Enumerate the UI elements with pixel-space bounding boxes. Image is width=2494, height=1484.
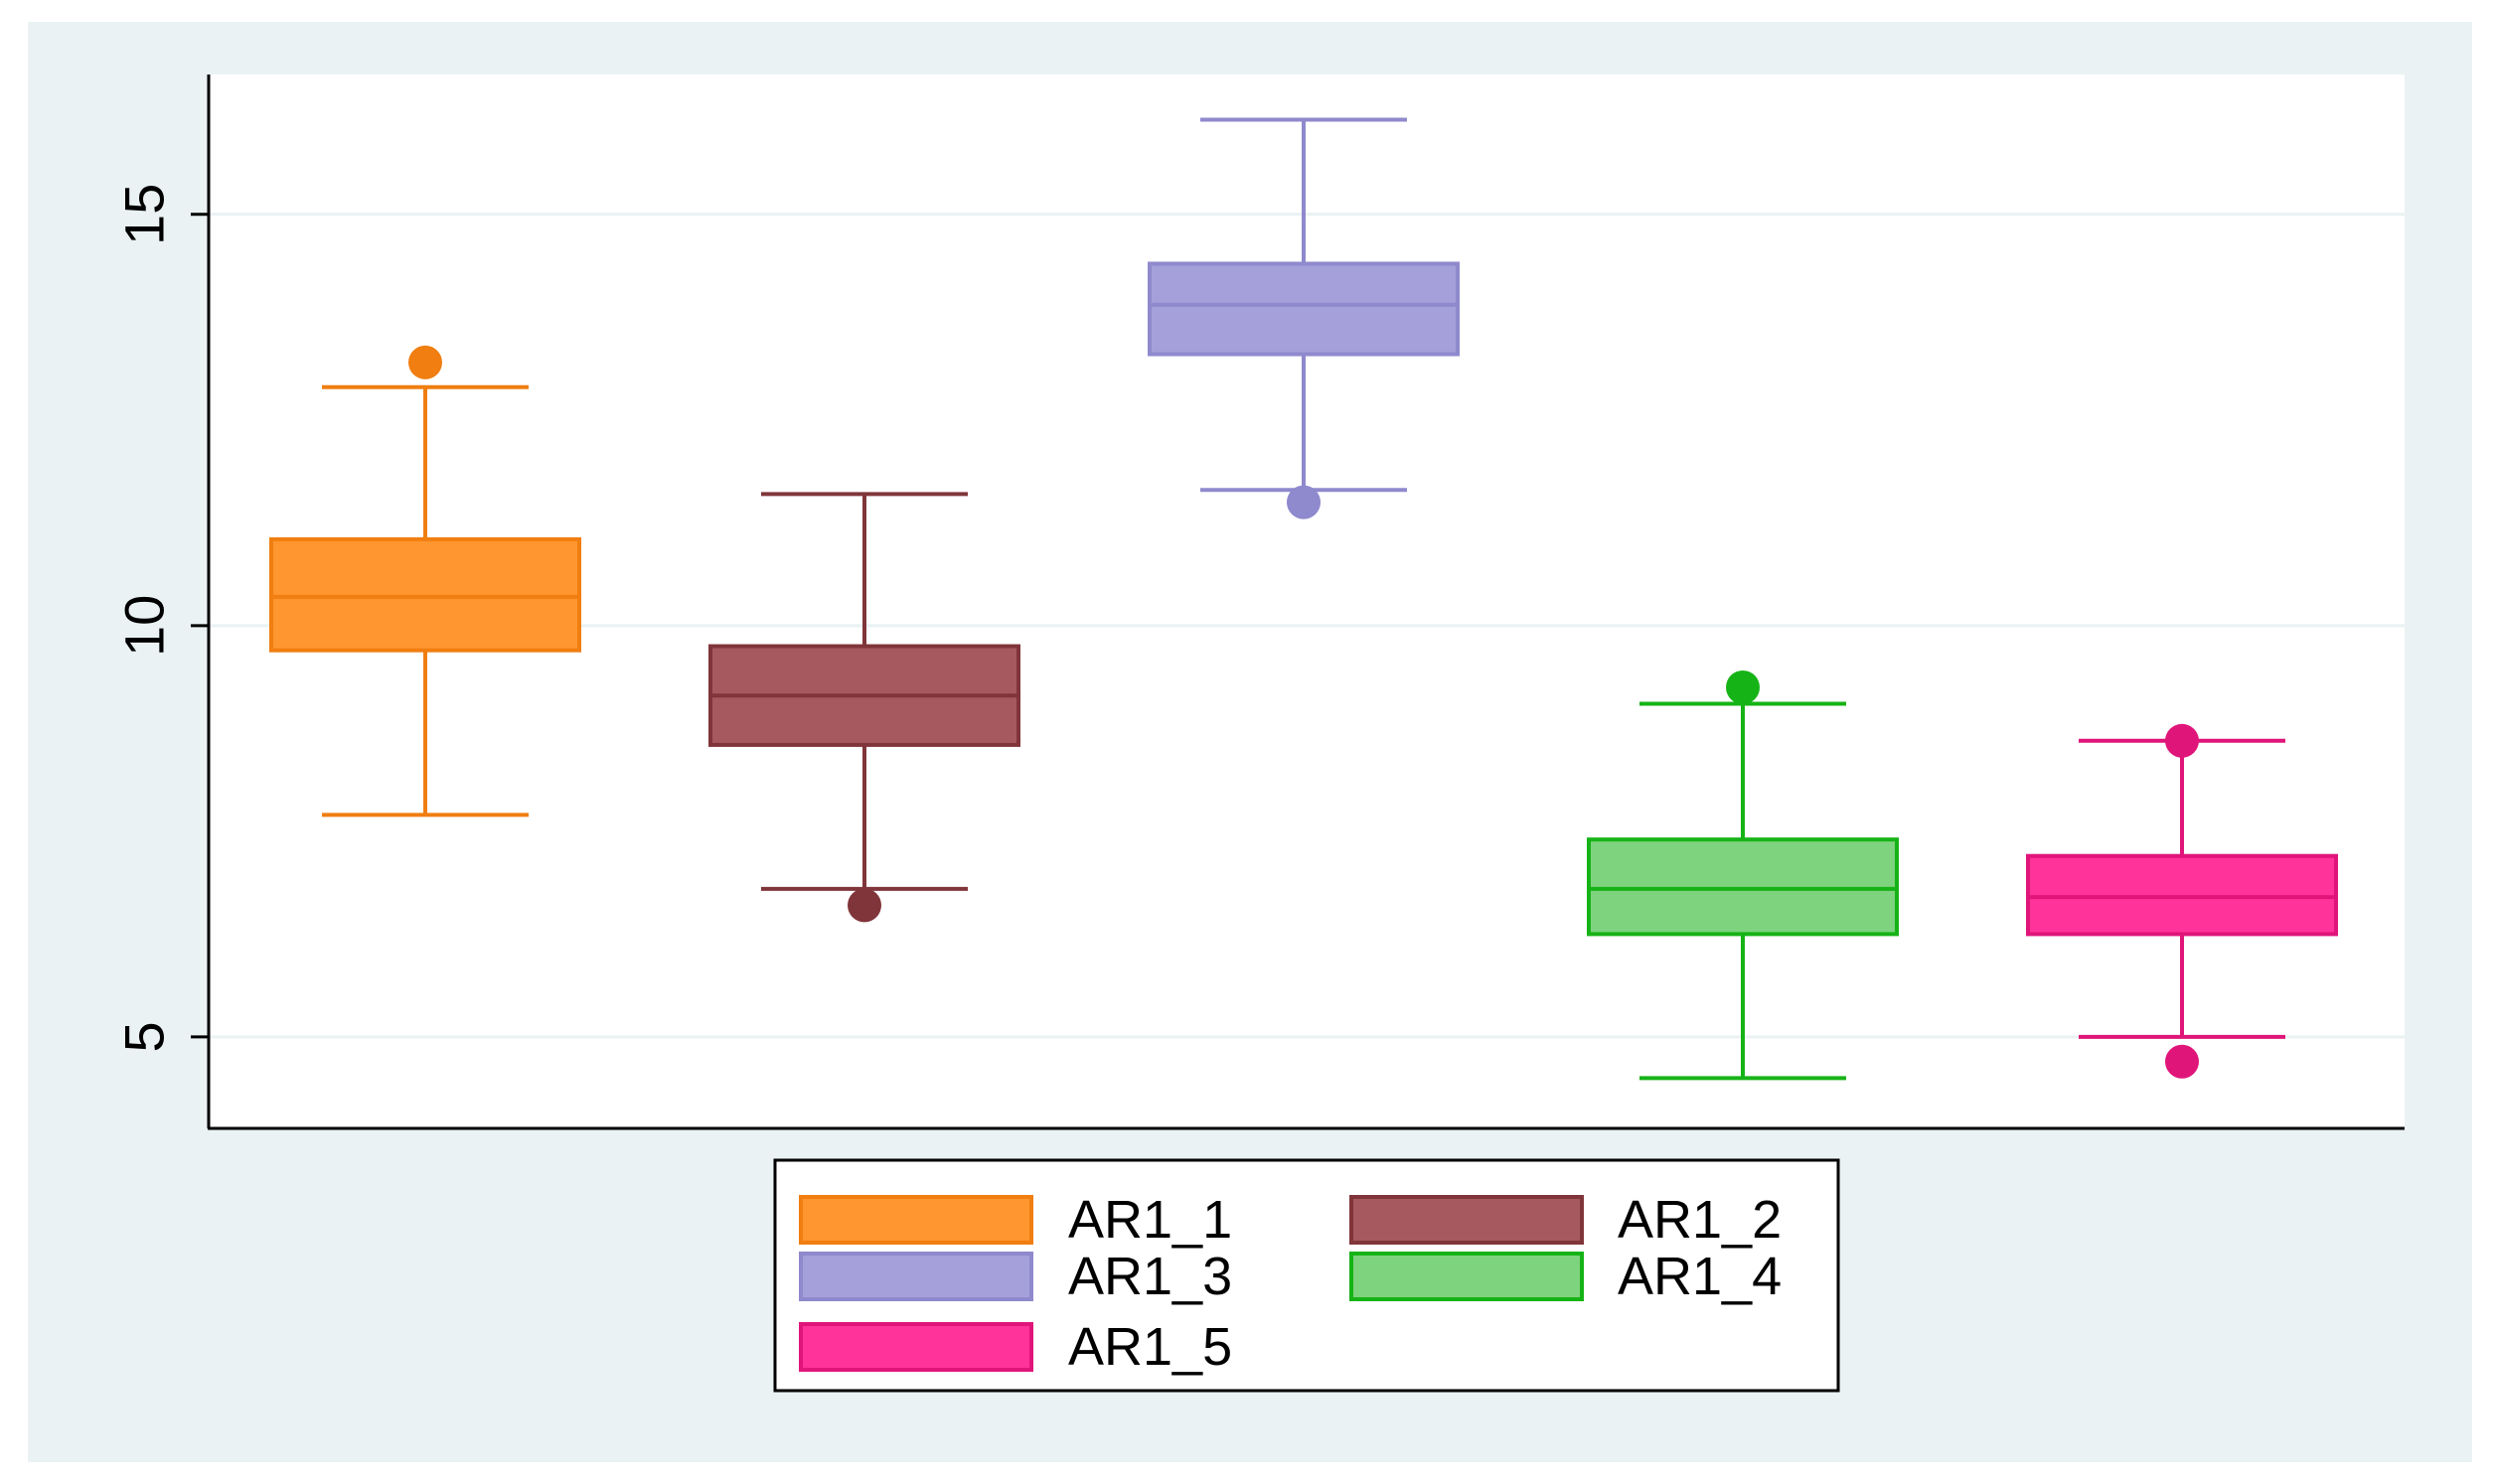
boxes (269, 117, 2338, 1081)
box-AR1_3 (1148, 117, 1460, 519)
legend-item-AR1_1: AR1_1 (799, 1190, 1232, 1250)
legend-swatch (799, 1252, 1033, 1301)
y-axis-ticks: 5 10 15 (113, 184, 209, 1052)
legend-swatch (799, 1322, 1033, 1372)
iqr-box (269, 536, 581, 653)
legend-swatch (1349, 1252, 1584, 1301)
y-tick-label: 5 (113, 1021, 176, 1052)
legend-label: AR1_3 (1068, 1247, 1232, 1306)
outlier-point (1287, 485, 1321, 519)
legend-label: AR1_5 (1068, 1317, 1232, 1377)
legend-item-AR1_5: AR1_5 (799, 1317, 1232, 1377)
outlier-point (848, 888, 881, 923)
legend: AR1_1 AR1_2 AR1_3 AR1_4 AR1_5 (773, 1158, 1840, 1393)
y-tick-label: 15 (113, 184, 176, 245)
iqr-box (2026, 853, 2338, 937)
outlier-point (2165, 723, 2199, 758)
box-AR1_1 (269, 345, 581, 817)
legend-item-AR1_3: AR1_3 (799, 1247, 1232, 1306)
legend-item-AR1_2: AR1_2 (1349, 1190, 1782, 1250)
box-AR1_2 (708, 492, 1020, 923)
legend-label: AR1_2 (1618, 1190, 1782, 1250)
outlier-point (2165, 1044, 2199, 1079)
legend-swatch (799, 1195, 1033, 1245)
y-tick-label: 10 (113, 595, 176, 657)
legend-item-AR1_4: AR1_4 (1349, 1247, 1782, 1306)
legend-swatch (1349, 1195, 1584, 1245)
legend-label: AR1_4 (1618, 1247, 1782, 1306)
box-AR1_4 (1587, 669, 1899, 1081)
iqr-box (1587, 837, 1899, 937)
box-AR1_5 (2026, 723, 2338, 1079)
outlier-point (1726, 669, 1760, 704)
outlier-point (408, 345, 442, 379)
legend-label: AR1_1 (1068, 1190, 1232, 1250)
iqr-box (1148, 261, 1460, 357)
